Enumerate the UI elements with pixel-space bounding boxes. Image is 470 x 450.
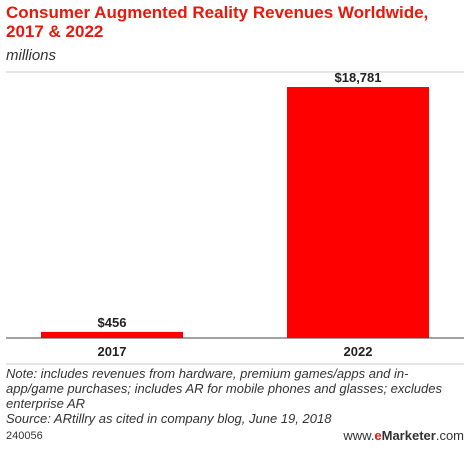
brand-suffix: .com bbox=[435, 428, 464, 443]
x-tick-labels-group: 2017 2022 bbox=[98, 344, 373, 359]
chart-subtitle: millions bbox=[6, 47, 57, 64]
data-label-2022: $18,781 bbox=[335, 70, 382, 85]
brand-e: e bbox=[374, 428, 382, 443]
chart-notes: Note: includes revenues from hardware, p… bbox=[6, 366, 461, 426]
bars-group: $456 $18,781 bbox=[41, 70, 429, 338]
note-text: Note: includes revenues from hardware, p… bbox=[6, 366, 442, 411]
brand-name: Marketer bbox=[381, 428, 436, 443]
data-label-2017: $456 bbox=[98, 315, 127, 330]
bar-chart: $456 $18,781 2017 2022 bbox=[6, 70, 464, 365]
bar-2017 bbox=[41, 331, 183, 338]
bar-2022 bbox=[287, 87, 429, 338]
brand-prefix: www. bbox=[343, 428, 375, 443]
x-tick-label-2022: 2022 bbox=[344, 344, 373, 359]
x-tick-label-2017: 2017 bbox=[98, 344, 127, 359]
brand-logo[interactable]: www.eMarketer.com bbox=[343, 428, 464, 443]
chart-id: 240056 bbox=[6, 430, 43, 442]
source-text: Source: ARtillry as cited in company blo… bbox=[6, 411, 332, 426]
chart-title: Consumer Augmented Reality Revenues Worl… bbox=[6, 3, 429, 41]
